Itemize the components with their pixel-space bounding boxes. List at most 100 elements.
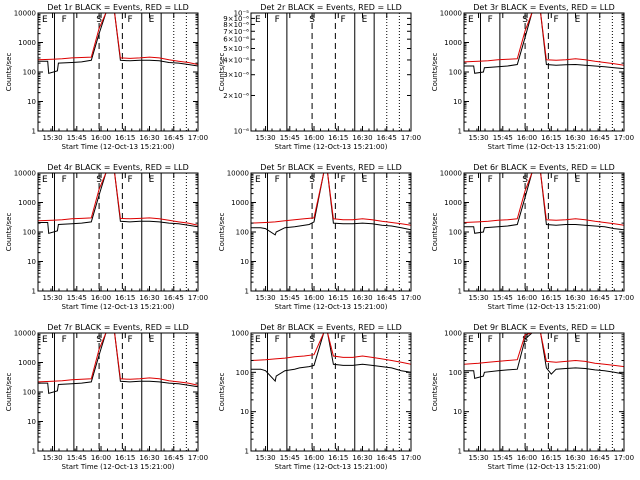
- flag-label: S: [96, 335, 102, 345]
- x-tick-label: 15:45: [280, 454, 300, 462]
- y-tick-label: 10: [27, 258, 36, 266]
- x-tick-label: 15:45: [280, 294, 300, 302]
- y-tick-label: 1: [458, 448, 462, 456]
- y-tick-label: 1: [245, 448, 249, 456]
- y-tick-label: 10000: [440, 10, 462, 18]
- y-tick-label: 10000: [14, 330, 36, 338]
- y-tick-label: 10: [240, 408, 249, 416]
- series-lld: [464, 13, 624, 66]
- panel-title: Det 1r BLACK = Events, RED = LLD: [47, 3, 189, 12]
- panel-2: Det 2r BLACK = Events, RED = LLD E F S F E 10⁻…: [218, 3, 421, 151]
- x-tick-label: 17:00: [401, 294, 421, 302]
- y-tick-label: 1000: [444, 39, 462, 47]
- flag-label: E: [468, 15, 474, 25]
- x-tick-label: 16:45: [590, 294, 610, 302]
- series-events: [38, 173, 198, 234]
- y-tick-label: 10000: [14, 10, 36, 18]
- flag-label: F: [128, 15, 133, 25]
- x-tick-label: 16:30: [565, 294, 585, 302]
- plot-frame: [37, 332, 199, 452]
- flag-label: E: [575, 175, 581, 185]
- flag-label: F: [62, 335, 67, 345]
- y-axis-label: Counts/sec: [431, 53, 439, 92]
- panel-title: Det 5r BLACK = Events, RED = LLD: [260, 163, 402, 172]
- x-tick-label: 16:00: [91, 454, 111, 462]
- x-tick-label: 15:30: [255, 134, 275, 142]
- panel-title: Det 7r BLACK = Events, RED = LLD: [47, 323, 189, 332]
- x-tick-label: 17:00: [401, 134, 421, 142]
- flag-label: E: [468, 175, 474, 185]
- y-axis-label: Counts/sec: [431, 373, 439, 412]
- x-tick-label: 15:30: [255, 454, 275, 462]
- panel-title: Det 9r BLACK = Events, RED = LLD: [473, 323, 615, 332]
- panel-8: Det 8r BLACK = Events, RED = LLD E F S F E 1 10…: [218, 323, 421, 471]
- flag-label: S: [522, 15, 528, 25]
- y-axis-label: Counts/sec: [218, 213, 226, 252]
- x-tick-label: 15:30: [468, 134, 488, 142]
- y-axis-label: Counts/sec: [431, 213, 439, 252]
- y-tick-label: 1000: [444, 330, 462, 338]
- x-tick-label: 16:15: [541, 294, 561, 302]
- y-tick-label: 10: [453, 258, 462, 266]
- y-tick-label: 1: [32, 128, 36, 136]
- flag-label: F: [341, 175, 346, 185]
- y-tick-label: 1000: [444, 199, 462, 207]
- x-tick-label: 16:15: [328, 454, 348, 462]
- x-tick-label: 15:45: [493, 454, 513, 462]
- flag-label: F: [128, 175, 133, 185]
- x-tick-label: 17:00: [614, 294, 634, 302]
- y-tick-label: 10: [27, 98, 36, 106]
- flag-label: S: [309, 175, 315, 185]
- y-tick-label: 100: [449, 369, 462, 377]
- x-tick-label: 15:30: [42, 454, 62, 462]
- plot-frame: [37, 12, 199, 132]
- y-tick-label: 10: [453, 408, 462, 416]
- plot-frame: [250, 12, 412, 132]
- flag-label: E: [149, 15, 155, 25]
- x-tick-label: 16:00: [91, 294, 111, 302]
- y-tick-label: 100: [236, 369, 249, 377]
- plot-frame: [250, 172, 412, 292]
- x-tick-label: 16:15: [541, 134, 561, 142]
- x-tick-label: 17:00: [614, 134, 634, 142]
- x-tick-label: 16:45: [164, 134, 184, 142]
- x-tick-label: 17:00: [188, 454, 208, 462]
- y-tick-label: 6×10⁻⁶: [223, 36, 249, 44]
- x-tick-label: 15:45: [493, 294, 513, 302]
- flag-label: E: [362, 15, 368, 25]
- series-events: [38, 13, 198, 74]
- x-tick-label: 15:45: [67, 134, 87, 142]
- x-tick-label: 17:00: [188, 294, 208, 302]
- x-tick-label: 16:45: [377, 134, 397, 142]
- x-tick-label: 16:45: [590, 454, 610, 462]
- series-events: [464, 173, 624, 234]
- panel-5: Det 5r BLACK = Events, RED = LLD E F S F E 1 10…: [218, 163, 421, 311]
- plot-frame: [250, 332, 412, 452]
- y-tick-label: 2×10⁻⁶: [223, 92, 249, 100]
- y-tick-label: 100: [23, 69, 36, 77]
- y-tick-label: 1: [245, 288, 249, 296]
- panel-title: Det 6r BLACK = Events, RED = LLD: [473, 163, 615, 172]
- x-tick-label: 16:15: [115, 454, 135, 462]
- series-lld: [38, 333, 198, 386]
- y-tick-label: 1: [458, 288, 462, 296]
- x-tick-label: 16:45: [164, 454, 184, 462]
- x-tick-label: 16:45: [590, 134, 610, 142]
- y-axis-label: Counts/sec: [218, 53, 226, 92]
- series-lld: [464, 173, 624, 226]
- plot-frame: [463, 12, 625, 132]
- flag-label: S: [309, 335, 315, 345]
- panel-1: Det 1r BLACK = Events, RED = LLD E F S F E 1 10…: [5, 3, 208, 151]
- y-axis-label: Counts/sec: [5, 213, 13, 252]
- x-tick-label: 16:00: [304, 294, 324, 302]
- x-tick-label: 15:45: [67, 454, 87, 462]
- y-tick-label: 100: [23, 229, 36, 237]
- panel-3: Det 3r BLACK = Events, RED = LLD E F S F E 1 10…: [431, 3, 634, 151]
- x-tick-label: 16:00: [304, 454, 324, 462]
- y-tick-label: 3×10⁻⁶: [223, 71, 249, 79]
- panel-title: Det 3r BLACK = Events, RED = LLD: [473, 3, 615, 12]
- series-lld: [38, 173, 198, 226]
- x-tick-label: 15:30: [255, 294, 275, 302]
